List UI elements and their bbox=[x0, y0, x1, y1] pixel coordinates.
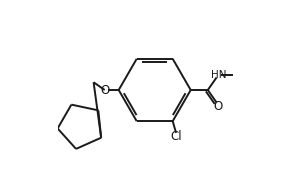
Text: Cl: Cl bbox=[170, 130, 181, 143]
Text: O: O bbox=[213, 100, 223, 113]
Text: HN: HN bbox=[211, 70, 227, 80]
Text: O: O bbox=[100, 84, 109, 96]
